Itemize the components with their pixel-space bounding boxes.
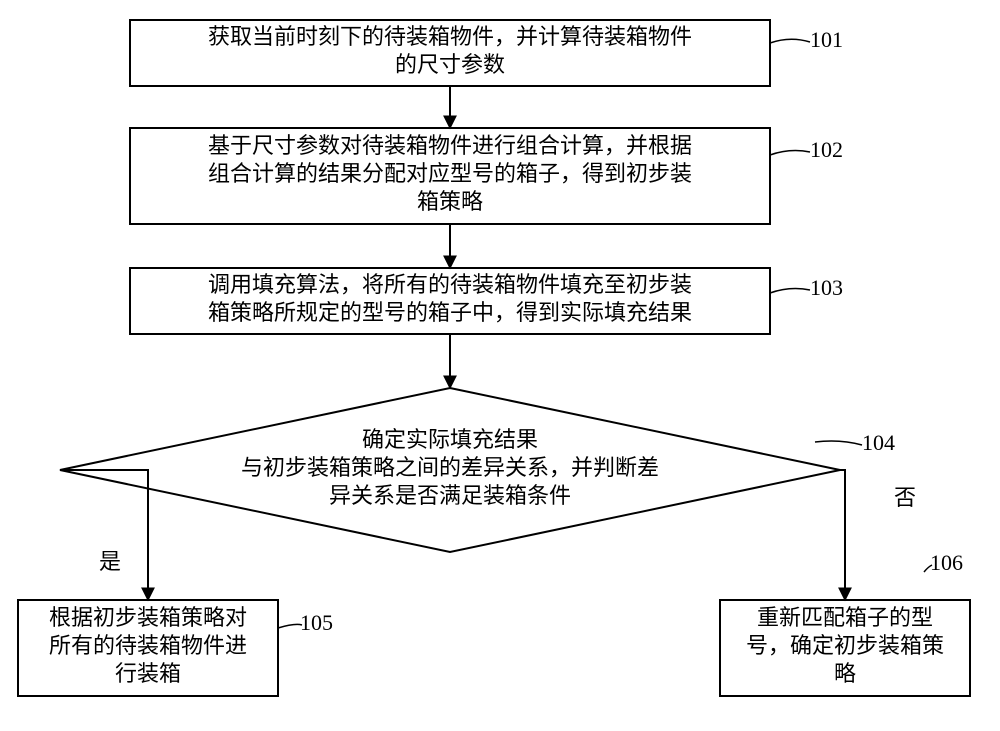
flowchart-node-text-n105-0: 根据初步装箱策略对 bbox=[49, 605, 247, 630]
flowchart-node-text-n105-2: 行装箱 bbox=[115, 661, 181, 686]
flowchart-branch-label-4: 否 bbox=[894, 485, 916, 510]
flowchart-node-text-n101-0: 获取当前时刻下的待装箱物件，并计算待装箱物件 bbox=[208, 24, 692, 49]
leader-line-1 bbox=[770, 151, 810, 155]
leader-line-2 bbox=[770, 289, 810, 293]
leader-line-4 bbox=[278, 624, 302, 628]
flowchart-label-n103: 103 bbox=[810, 275, 843, 300]
flowchart-node-text-n106-2: 略 bbox=[834, 661, 856, 686]
flowchart-node-text-n102-0: 基于尺寸参数对待装箱物件进行组合计算，并根据 bbox=[208, 133, 692, 158]
flowchart-node-text-n106-0: 重新匹配箱子的型 bbox=[757, 605, 933, 630]
flowchart-node-text-n104-1: 与初步装箱策略之间的差异关系，并判断差 bbox=[241, 455, 659, 480]
flowchart-label-n102: 102 bbox=[810, 137, 843, 162]
flowchart-label-n105: 105 bbox=[300, 610, 333, 635]
flowchart-node-text-n103-1: 箱策略所规定的型号的箱子中，得到实际填充结果 bbox=[208, 300, 692, 325]
flowchart-node-text-n105-1: 所有的待装箱物件进 bbox=[49, 633, 247, 658]
flowchart-node-text-n103-0: 调用填充算法，将所有的待装箱物件填充至初步装 bbox=[208, 272, 692, 297]
flowchart-node-text-n101-1: 的尺寸参数 bbox=[395, 52, 505, 77]
flowchart-edge-3 bbox=[60, 470, 148, 600]
flowchart-label-n101: 101 bbox=[810, 27, 843, 52]
leader-line-0 bbox=[770, 39, 810, 43]
flowchart-svg: 获取当前时刻下的待装箱物件，并计算待装箱物件的尺寸参数基于尺寸参数对待装箱物件进… bbox=[0, 0, 1000, 731]
flowchart-label-n104: 104 bbox=[862, 430, 895, 455]
flowchart-node-text-n104-2: 异关系是否满足装箱条件 bbox=[329, 483, 571, 508]
flowchart-node-text-n102-2: 箱策略 bbox=[417, 189, 483, 214]
flowchart-node-text-n106-1: 号，确定初步装箱策 bbox=[746, 633, 944, 658]
flowchart-node-text-n102-1: 组合计算的结果分配对应型号的箱子，得到初步装 bbox=[208, 161, 692, 186]
leader-line-3 bbox=[815, 441, 862, 445]
flowchart-node-text-n104-0: 确定实际填充结果 bbox=[362, 427, 538, 452]
flowchart-label-n106: 106 bbox=[930, 550, 963, 575]
flowchart-edge-4 bbox=[840, 470, 845, 600]
flowchart-branch-label-3: 是 bbox=[99, 549, 121, 574]
